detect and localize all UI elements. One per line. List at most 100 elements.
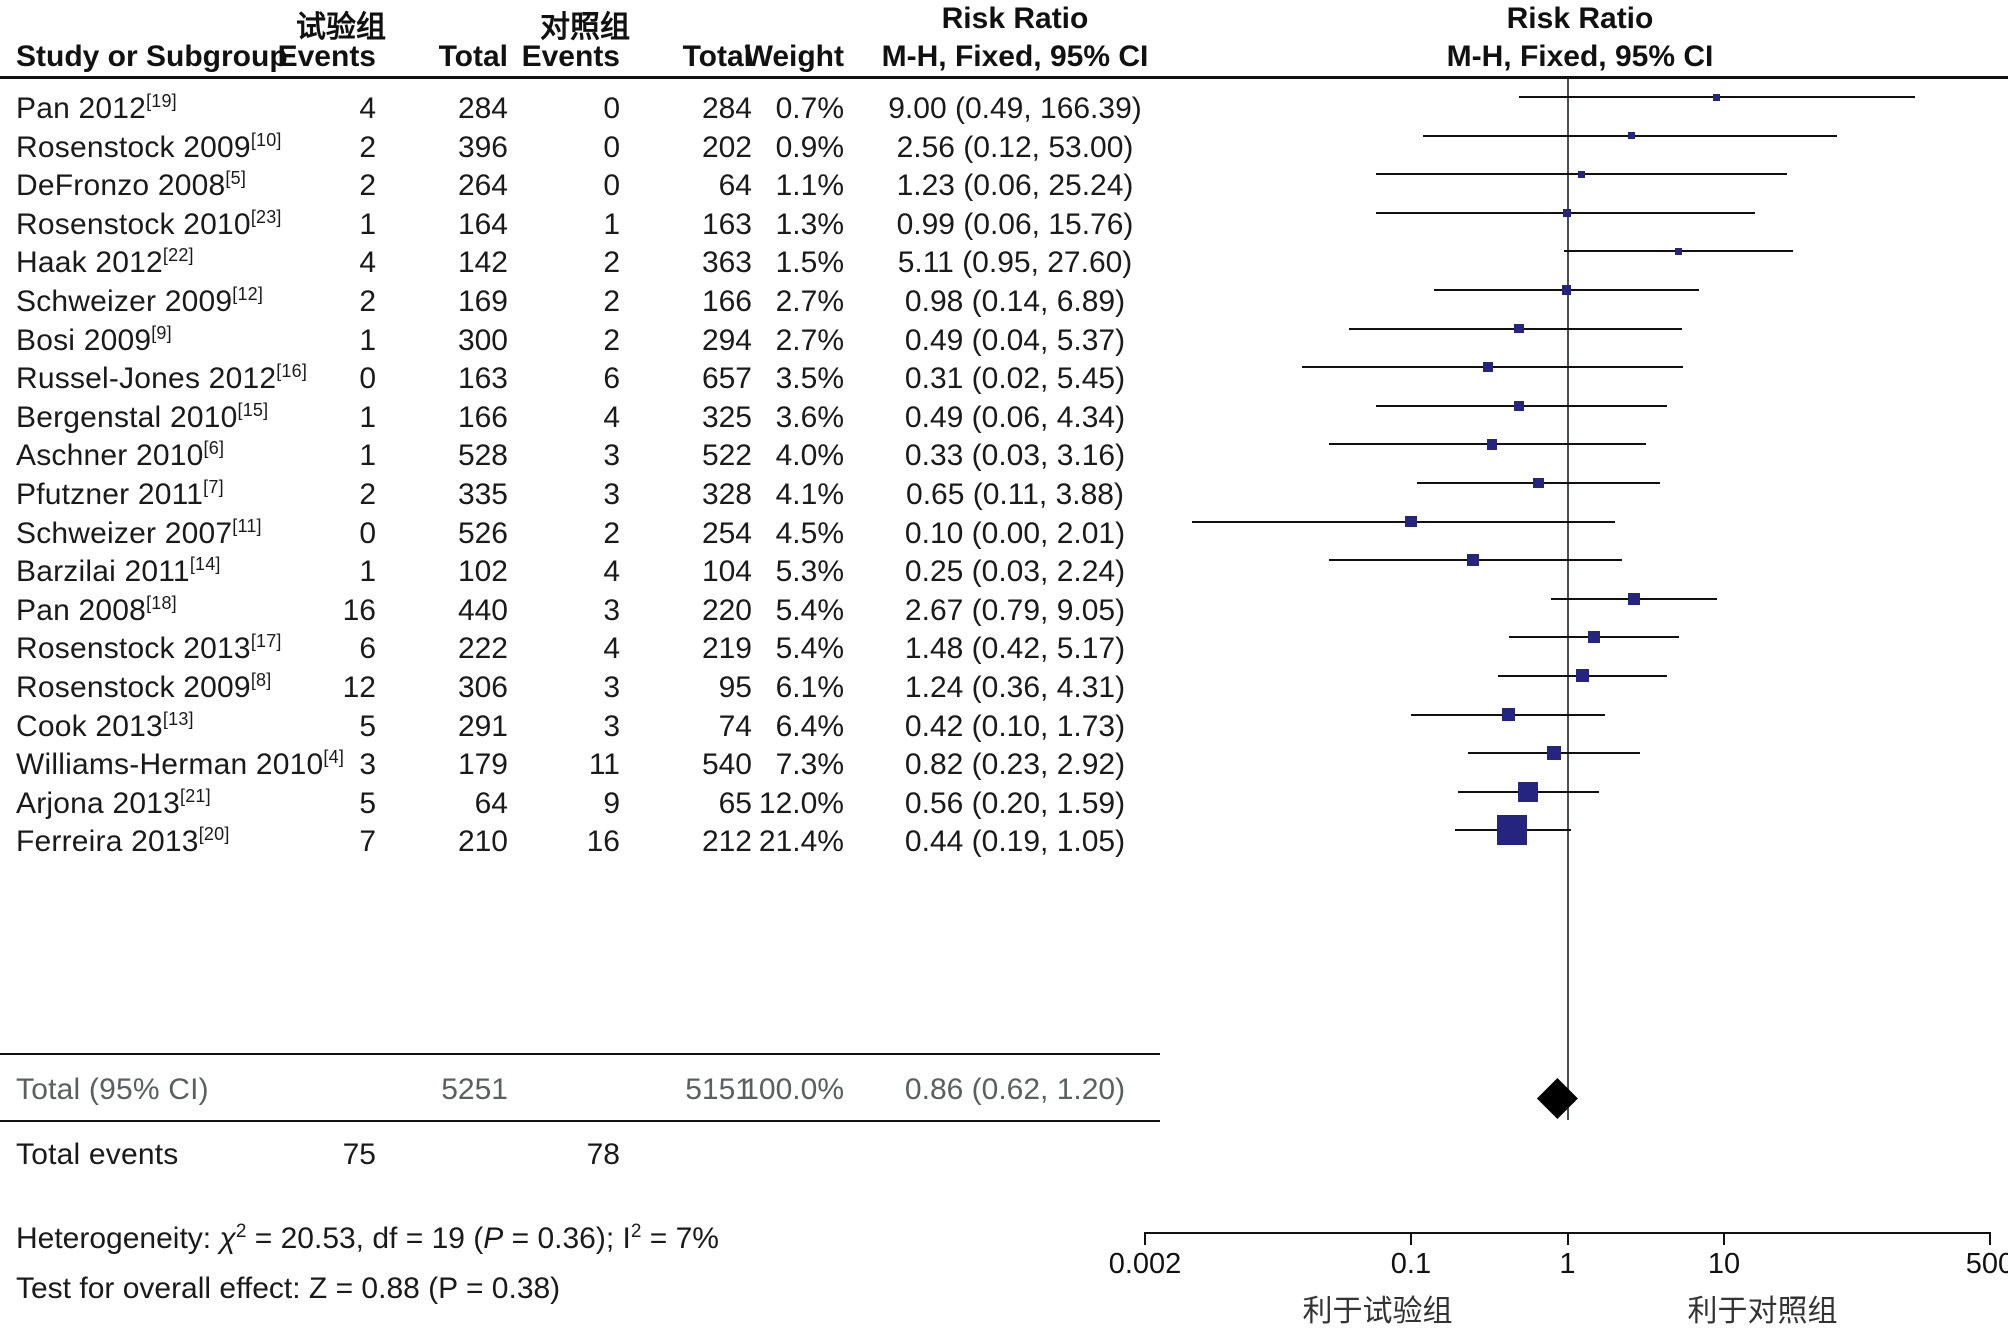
cell-events-experimental: 3 <box>359 748 376 782</box>
cell-risk-ratio: 0.98 (0.14, 6.89) <box>904 285 1126 318</box>
cell-total-control: 363 <box>701 246 752 280</box>
cell-events-experimental: 0 <box>359 362 376 396</box>
cell-total-control: 202 <box>701 130 752 164</box>
study-reference: [6] <box>203 438 225 459</box>
total-ci: 0.86 (0.62, 1.20) <box>904 1073 1126 1106</box>
cell-total-control: 212 <box>701 825 752 859</box>
cell-total-control: 328 <box>701 478 752 511</box>
study-reference: [16] <box>276 361 308 382</box>
cell-total-experimental: 528 <box>457 439 508 473</box>
table-row: Ferreira 2013[20] 7 210 16 212 21.4% 0.44 (0.1… <box>0 825 2008 863</box>
cell-total-control: 104 <box>701 555 752 589</box>
study-reference: [17] <box>250 631 282 652</box>
cell-risk-ratio: 9.00 (0.49, 166.39) <box>888 92 1142 125</box>
study-reference: [10] <box>250 129 282 150</box>
cell-events-control: 0 <box>603 130 620 164</box>
cell-risk-ratio: 0.31 (0.02, 5.45) <box>904 362 1126 396</box>
cell-events-control: 4 <box>603 400 620 434</box>
header-study-or-subgroup: Study or Subgroup <box>16 40 288 73</box>
study-reference: [23] <box>250 206 282 227</box>
cell-total-experimental: 440 <box>457 593 508 627</box>
cell-events-control: 4 <box>603 555 620 589</box>
x-axis-tick <box>1409 1232 1412 1245</box>
study-label: Schweizer 2007[11] <box>16 515 262 550</box>
cell-events-experimental: 2 <box>359 130 376 164</box>
cell-risk-ratio: 1.23 (0.06, 25.24) <box>896 169 1134 203</box>
cell-total-control: 219 <box>701 632 752 666</box>
cell-total-experimental: 396 <box>457 130 508 164</box>
table-row: Pfutzner 2011[7] 2 335 3 328 4.1% 0.65 (0.11, … <box>0 478 2008 516</box>
cell-total-control: 64 <box>718 169 752 203</box>
overall-effect-line: Test for overall effect: Z = 0.88 (P = 0… <box>16 1272 561 1305</box>
study-reference: [18] <box>146 592 177 613</box>
table-row: Bergenstal 2010[15] 1 166 4 325 3.6% 0.49 (0.0… <box>0 401 2008 439</box>
cell-risk-ratio: 2.67 (0.79, 9.05) <box>904 593 1126 627</box>
study-reference: [11] <box>232 515 262 536</box>
cell-risk-ratio: 0.10 (0.00, 2.01) <box>904 516 1126 550</box>
axis-label-favors-control: 利于对照组 <box>1687 1295 1838 1328</box>
total-rule-top <box>0 1053 1160 1055</box>
table-row: Arjona 2013[21] 5 64 9 65 12.0% 0.56 (0.20, 1.… <box>0 787 2008 825</box>
cell-total-experimental: 335 <box>457 478 508 511</box>
study-label: Pfutzner 2011[7] <box>16 477 224 511</box>
cell-total-experimental: 526 <box>457 516 508 550</box>
table-row: Schweizer 2009[12] 2 169 2 166 2.7% 0.98 (0.14… <box>0 285 2008 323</box>
study-reference: [7] <box>203 477 224 497</box>
cell-weight: 1.5% <box>775 246 844 280</box>
cell-events-experimental: 1 <box>359 439 376 473</box>
cell-total-experimental: 291 <box>457 709 508 743</box>
cell-risk-ratio: 1.24 (0.36, 4.31) <box>904 671 1126 704</box>
cell-weight: 2.7% <box>775 323 844 357</box>
table-row: Rosenstock 2010[23] 1 164 1 163 1.3% 0.99 (0.0… <box>0 208 2008 246</box>
cell-events-experimental: 2 <box>359 285 376 318</box>
table-row: Barzilai 2011[14] 1 102 4 104 5.3% 0.25 (0.03,… <box>0 555 2008 593</box>
cell-weight: 3.5% <box>775 362 844 396</box>
header-weight: Weight <box>744 40 844 73</box>
table-row: Pan 2008[18] 16 440 3 220 5.4% 2.67 (0.79, 9.0… <box>0 594 2008 632</box>
table-row: Rosenstock 2013[17] 6 222 4 219 5.4% 1.48 (0.4… <box>0 632 2008 670</box>
header-model-plot: M-H, Fixed, 95% CI <box>1446 40 1714 73</box>
cell-events-experimental: 1 <box>359 207 376 241</box>
total-experimental: 5251 <box>441 1073 508 1106</box>
cell-weight: 21.4% <box>758 825 844 859</box>
cell-events-experimental: 5 <box>359 786 376 820</box>
cell-weight: 1.1% <box>775 169 844 203</box>
x-axis-tick <box>1989 1232 1991 1245</box>
total-events-label: Total events <box>16 1138 179 1171</box>
table-row: Rosenstock 2009[10] 2 396 0 202 0.9% 2.56 (0.1… <box>0 131 2008 169</box>
heterogeneity-p: = 0.36); I <box>503 1222 631 1255</box>
cell-total-control: 540 <box>701 748 752 782</box>
cell-events-experimental: 4 <box>359 92 376 125</box>
cell-events-control: 11 <box>588 748 620 782</box>
total-label: Total (95% CI) <box>16 1073 209 1106</box>
cell-events-control: 9 <box>603 786 620 820</box>
header-model-table: M-H, Fixed, 95% CI <box>881 40 1149 73</box>
study-reference: [15] <box>237 399 269 420</box>
table-row: Haak 2012[22] 4 142 2 363 1.5% 5.11 (0.95, 27.… <box>0 246 2008 284</box>
study-reference: [4] <box>323 747 345 768</box>
cell-weight: 0.7% <box>775 92 844 125</box>
cell-risk-ratio: 0.33 (0.03, 3.16) <box>904 439 1126 473</box>
study-label: DeFronzo 2008[5] <box>16 168 247 203</box>
cell-events-experimental: 1 <box>359 323 376 357</box>
total-events-control: 78 <box>586 1138 620 1171</box>
cell-total-control: 657 <box>701 362 752 396</box>
cell-weight: 2.7% <box>775 285 844 318</box>
cell-risk-ratio: 0.82 (0.23, 2.92) <box>904 748 1126 782</box>
table-row: Aschner 2010[6] 1 528 3 522 4.0% 0.33 (0.03, 3… <box>0 439 2008 477</box>
axis-label-favors-experimental: 利于试验组 <box>1302 1295 1453 1328</box>
cell-weight: 0.9% <box>775 130 844 164</box>
cell-total-control: 294 <box>701 323 752 357</box>
cell-total-experimental: 102 <box>457 555 508 589</box>
cell-events-experimental: 1 <box>359 400 376 434</box>
cell-weight: 6.1% <box>775 671 844 704</box>
study-label: Cook 2013[13] <box>16 708 194 743</box>
cell-events-control: 16 <box>586 825 620 859</box>
cell-events-control: 3 <box>603 671 620 704</box>
chi-exponent: 2 <box>235 1221 247 1242</box>
cell-risk-ratio: 5.11 (0.95, 27.60) <box>897 246 1133 280</box>
study-label: Aschner 2010[6] <box>16 438 225 473</box>
study-label: Rosenstock 2013[17] <box>16 631 282 666</box>
header-rule <box>0 76 2008 79</box>
p-symbol: P <box>483 1222 504 1255</box>
